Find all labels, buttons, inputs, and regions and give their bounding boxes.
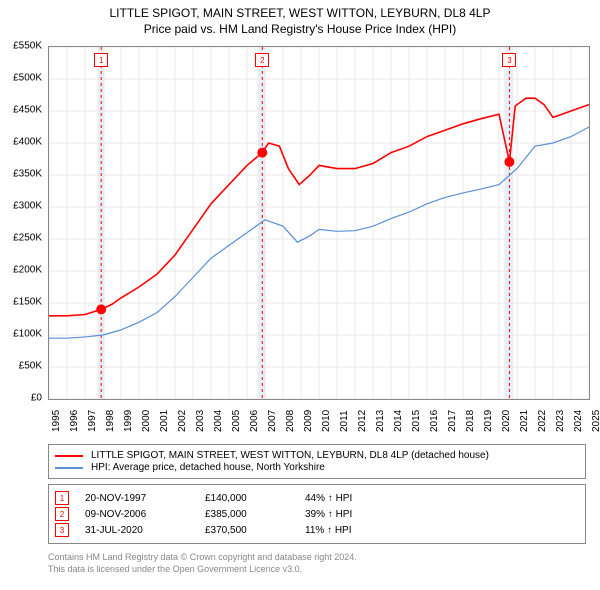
event-marker-icon: 1 [55, 491, 69, 505]
x-tick-label: 2007 [267, 410, 278, 432]
event-date: 20-NOV-1997 [85, 493, 205, 504]
y-axis: £0£50K£100K£150K£200K£250K£300K£350K£400… [0, 46, 46, 398]
x-tick-label: 2014 [393, 410, 404, 432]
event-row: 1 20-NOV-1997 £140,000 44% ↑ HPI [55, 491, 579, 505]
event-delta: 44% ↑ HPI [305, 493, 352, 504]
y-tick-label: £150K [13, 297, 42, 308]
plot-area: 1 2 3 [48, 46, 590, 400]
legend-row: HPI: Average price, detached house, Nort… [55, 462, 579, 473]
x-tick-label: 2017 [447, 410, 458, 432]
x-tick-label: 2022 [537, 410, 548, 432]
x-tick-label: 2025 [591, 410, 600, 432]
event-row: 3 31-JUL-2020 £370,500 11% ↑ HPI [55, 523, 579, 537]
title-block: LITTLE SPIGOT, MAIN STREET, WEST WITTON,… [0, 0, 600, 36]
x-axis: 1995 1996 1997 1998 1999 2000 2001 2002 2003 2004… [48, 400, 588, 444]
x-tick-label: 2008 [285, 410, 296, 432]
x-tick-label: 2024 [573, 410, 584, 432]
x-tick-label: 2006 [249, 410, 260, 432]
event-price: £385,000 [205, 509, 305, 520]
event-date: 31-JUL-2020 [85, 525, 205, 536]
y-tick-label: £500K [13, 73, 42, 84]
x-tick-label: 2004 [213, 410, 224, 432]
x-tick-label: 1997 [87, 410, 98, 432]
event-price: £370,500 [205, 525, 305, 536]
x-tick-label: 2018 [465, 410, 476, 432]
y-tick-label: £550K [13, 41, 42, 52]
y-tick-label: £50K [19, 361, 42, 372]
x-tick-label: 2005 [231, 410, 242, 432]
legend-swatch [55, 467, 83, 469]
x-tick-label: 1998 [105, 410, 116, 432]
legend: LITTLE SPIGOT, MAIN STREET, WEST WITTON,… [48, 444, 586, 479]
events-table: 1 20-NOV-1997 £140,000 44% ↑ HPI 2 09-NO… [48, 484, 586, 544]
event-delta: 39% ↑ HPI [305, 509, 352, 520]
legend-label: HPI: Average price, detached house, Nort… [91, 462, 325, 473]
x-tick-label: 2012 [357, 410, 368, 432]
x-tick-label: 1999 [123, 410, 134, 432]
callout-marker: 1 [94, 53, 108, 67]
footer-line: Contains HM Land Registry data © Crown c… [48, 552, 357, 564]
x-tick-label: 2002 [177, 410, 188, 432]
y-tick-label: £200K [13, 265, 42, 276]
event-delta: 11% ↑ HPI [305, 525, 352, 536]
y-tick-label: £350K [13, 169, 42, 180]
y-tick-label: £300K [13, 201, 42, 212]
event-row: 2 09-NOV-2006 £385,000 39% ↑ HPI [55, 507, 579, 521]
footer: Contains HM Land Registry data © Crown c… [48, 552, 357, 575]
event-price: £140,000 [205, 493, 305, 504]
callout-marker: 2 [255, 53, 269, 67]
plot-svg [49, 47, 589, 399]
x-tick-label: 2020 [501, 410, 512, 432]
event-date: 09-NOV-2006 [85, 509, 205, 520]
y-tick-label: £250K [13, 233, 42, 244]
event-marker-icon: 3 [55, 523, 69, 537]
x-tick-label: 2019 [483, 410, 494, 432]
x-tick-label: 2009 [303, 410, 314, 432]
x-tick-label: 2023 [555, 410, 566, 432]
y-tick-label: £450K [13, 105, 42, 116]
x-tick-label: 1996 [69, 410, 80, 432]
y-tick-label: £100K [13, 329, 42, 340]
legend-label: LITTLE SPIGOT, MAIN STREET, WEST WITTON,… [91, 450, 489, 461]
x-tick-label: 2001 [159, 410, 170, 432]
x-tick-label: 2021 [519, 410, 530, 432]
y-tick-label: £400K [13, 137, 42, 148]
y-tick-label: £0 [31, 393, 42, 404]
x-tick-label: 2000 [141, 410, 152, 432]
x-tick-label: 2016 [429, 410, 440, 432]
footer-line: This data is licensed under the Open Gov… [48, 564, 357, 576]
legend-row: LITTLE SPIGOT, MAIN STREET, WEST WITTON,… [55, 450, 579, 461]
event-marker-icon: 2 [55, 507, 69, 521]
chart-container: LITTLE SPIGOT, MAIN STREET, WEST WITTON,… [0, 0, 600, 590]
legend-swatch [55, 455, 83, 457]
x-tick-label: 2011 [339, 410, 350, 432]
x-tick-label: 2013 [375, 410, 386, 432]
x-tick-label: 2010 [321, 410, 332, 432]
chart-subtitle: Price paid vs. HM Land Registry's House … [0, 22, 600, 36]
chart-title: LITTLE SPIGOT, MAIN STREET, WEST WITTON,… [0, 6, 600, 20]
x-tick-label: 2015 [411, 410, 422, 432]
x-tick-label: 1995 [51, 410, 62, 432]
callout-marker: 3 [502, 53, 516, 67]
x-tick-label: 2003 [195, 410, 206, 432]
